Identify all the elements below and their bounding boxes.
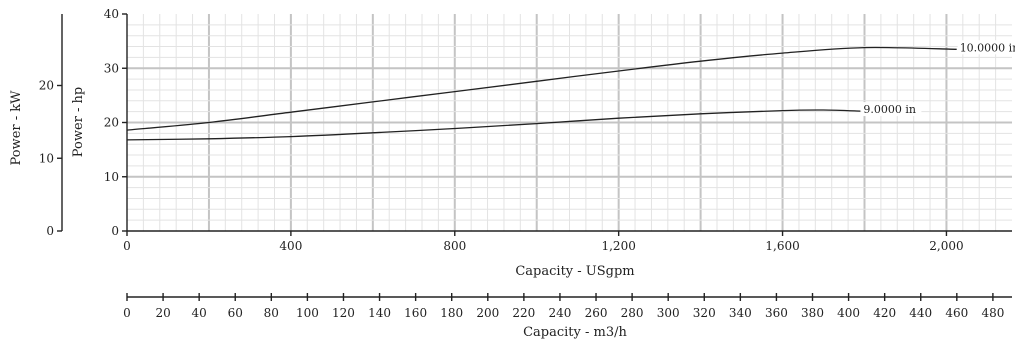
kw-tick-label: 0	[46, 224, 54, 238]
m3h-tick-label: 0	[123, 306, 131, 320]
x-tick-label: 400	[279, 239, 302, 253]
y-tick-label: 20	[104, 116, 119, 130]
m3h-tick-label: 180	[440, 306, 463, 320]
y-tick-label: 0	[111, 224, 119, 238]
kw-axis-label: Power - kW	[9, 90, 24, 166]
grid	[127, 14, 1012, 231]
kw-tick-label: 20	[39, 79, 54, 93]
y-axis-label: Power - hp	[71, 87, 86, 157]
m3h-axis-label: Capacity - m3/h	[523, 325, 627, 340]
m3h-tick-label: 20	[155, 306, 170, 320]
m3h-tick-label: 120	[332, 306, 355, 320]
x-tick-label: 800	[443, 239, 466, 253]
m3h-tick-label: 80	[264, 306, 279, 320]
m3h-tick-label: 280	[621, 306, 644, 320]
m3h-tick-label: 400	[837, 306, 860, 320]
curves	[127, 47, 957, 139]
m3h-tick-label: 220	[512, 306, 535, 320]
m3h-tick-label: 240	[548, 306, 571, 320]
x-tick-label: 1,200	[601, 239, 635, 253]
m3h-tick-label: 480	[981, 306, 1004, 320]
m3h-tick-label: 360	[765, 306, 788, 320]
m3h-tick-label: 200	[476, 306, 499, 320]
kw-tick-label: 10	[39, 151, 54, 165]
m3h-tick-label: 60	[228, 306, 243, 320]
x-tick-label: 1,600	[765, 239, 799, 253]
m3h-tick-label: 340	[729, 306, 752, 320]
x-tick-label: 0	[123, 239, 131, 253]
power-curve-10in	[127, 47, 957, 130]
y-tick-label: 40	[104, 7, 119, 21]
power-curve-9in	[127, 110, 860, 140]
m3h-tick-label: 160	[404, 306, 427, 320]
m3h-tick-label: 260	[585, 306, 608, 320]
m3h-tick-label: 420	[873, 306, 896, 320]
x-tick-label: 2,000	[929, 239, 963, 253]
m3h-tick-label: 100	[296, 306, 319, 320]
y-tick-label: 10	[104, 170, 119, 184]
m3h-tick-label: 380	[801, 306, 824, 320]
curve-label: 10.0000 in	[960, 41, 1015, 54]
curve-label: 9.0000 in	[863, 103, 916, 116]
m3h-tick-label: 300	[657, 306, 680, 320]
y-tick-label: 30	[104, 61, 119, 75]
m3h-tick-label: 320	[693, 306, 716, 320]
x-axis-label: Capacity - USgpm	[515, 264, 634, 279]
m3h-tick-label: 140	[368, 306, 391, 320]
m3h-tick-label: 40	[192, 306, 207, 320]
m3h-tick-label: 460	[945, 306, 968, 320]
m3h-tick-label: 440	[909, 306, 932, 320]
